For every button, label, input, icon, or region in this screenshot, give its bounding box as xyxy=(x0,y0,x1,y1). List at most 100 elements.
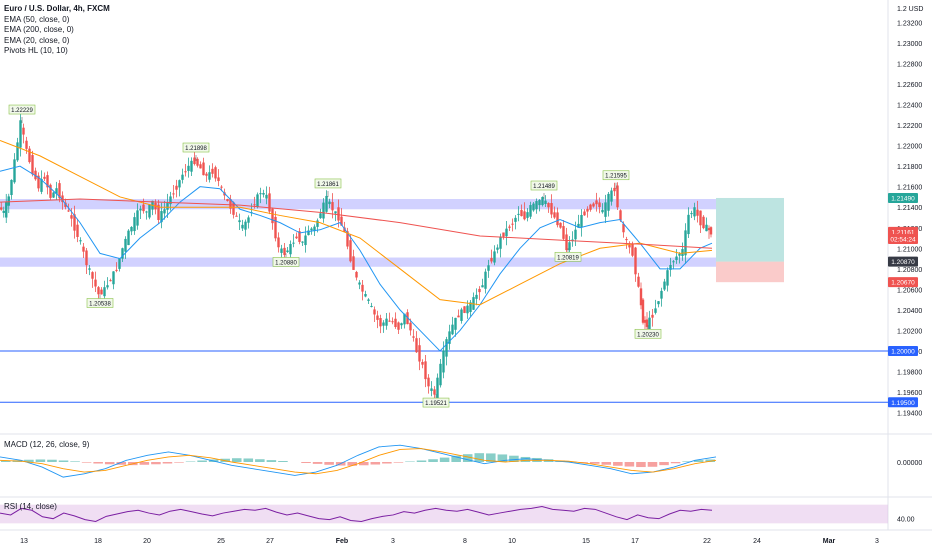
macd-histogram-bar xyxy=(301,462,311,464)
candle-up xyxy=(163,209,166,214)
indicator-ema200-label[interactable]: EMA (200, close, 0) xyxy=(4,25,74,34)
candle-down xyxy=(463,306,466,313)
time-tick-label: 24 xyxy=(753,538,761,545)
candle-up xyxy=(687,214,690,235)
candle-down xyxy=(616,185,619,208)
candle-down xyxy=(184,171,187,173)
candle-up xyxy=(475,294,478,299)
candle-up xyxy=(133,217,136,232)
candle-up xyxy=(657,301,660,305)
macd-histogram-bar xyxy=(151,462,161,465)
candle-down xyxy=(115,269,118,271)
macd-histogram-bar xyxy=(185,461,196,462)
candle-up xyxy=(238,220,241,223)
candle-up xyxy=(607,193,610,211)
price-tick-label: 1.21800 xyxy=(897,164,922,171)
candle-down xyxy=(523,211,526,220)
indicator-pivots-label[interactable]: Pivots HL (10, 10) xyxy=(4,46,68,55)
candle-down xyxy=(418,345,421,362)
pivot-label-box xyxy=(272,257,300,267)
candle-up xyxy=(16,142,19,161)
macd-histogram-bar xyxy=(104,462,115,465)
candle-down xyxy=(298,231,301,242)
candle-up xyxy=(544,200,547,204)
candle-up xyxy=(385,318,388,326)
candle-down xyxy=(172,193,175,195)
candle-down xyxy=(70,215,73,219)
candle-down xyxy=(637,276,640,287)
candle-up xyxy=(88,268,91,270)
price-axis-top-label: 1.2 USD xyxy=(897,6,923,13)
pivot-label-box xyxy=(602,170,630,181)
macd-tick-label: 0.00000 xyxy=(897,460,922,467)
indicator-ema50-label[interactable]: EMA (50, close, 0) xyxy=(4,14,70,24)
candle-up xyxy=(660,290,663,299)
macd-histogram-bar xyxy=(93,462,103,464)
pivot-label: 1.21861 xyxy=(317,182,339,188)
candle-down xyxy=(547,202,550,208)
candle-up xyxy=(526,212,529,218)
price-tick-label: 1.19600 xyxy=(897,390,922,397)
candle-down xyxy=(277,237,280,248)
pivot-label-box xyxy=(634,328,662,339)
candle-down xyxy=(355,271,358,278)
candle-down xyxy=(352,256,355,270)
candle-down xyxy=(232,202,235,215)
candle-up xyxy=(469,302,472,313)
candle-down xyxy=(73,214,76,231)
candle-down xyxy=(622,223,625,233)
candle-up xyxy=(280,248,283,253)
candle-down xyxy=(651,314,654,318)
rsi-title[interactable]: RSI (14, close) xyxy=(4,502,57,511)
candle-down xyxy=(0,207,3,210)
pivot-label: 1.20819 xyxy=(557,255,579,261)
candle-up xyxy=(325,195,328,212)
candle-down xyxy=(49,184,52,198)
price-tag-label: 1.20000 xyxy=(891,348,915,355)
candle-up xyxy=(669,264,672,270)
pivot-label-box xyxy=(422,397,450,408)
pivot-label-box xyxy=(314,178,342,189)
candle-up xyxy=(505,228,508,237)
candle-down xyxy=(583,211,586,216)
candle-down xyxy=(94,279,97,287)
candle-up xyxy=(112,271,115,285)
candle-up xyxy=(304,235,307,246)
macd-histogram-bar xyxy=(255,459,265,462)
candle-up xyxy=(693,207,696,217)
candle-down xyxy=(142,204,145,212)
candle-down xyxy=(274,216,277,239)
pivot-label: 1.20880 xyxy=(275,260,297,266)
time-tick-label: Mar xyxy=(823,538,836,545)
candle-down xyxy=(205,173,208,176)
candle-down xyxy=(193,157,196,165)
symbol-title[interactable]: Euro / U.S. Dollar, 4h, FXCM xyxy=(4,4,110,13)
candle-up xyxy=(79,240,82,242)
main-legend: Euro / U.S. Dollar, 4h, FXCM EMA (50, cl… xyxy=(4,4,110,57)
time-tick-label: 10 xyxy=(508,538,516,545)
candle-down xyxy=(34,170,37,180)
macd-histogram-bar xyxy=(624,462,635,467)
candle-down xyxy=(550,203,553,215)
price-tick-label: 1.20600 xyxy=(897,287,922,294)
candle-down xyxy=(349,240,352,262)
pivot-label-box xyxy=(554,251,582,262)
price-tick-label: 1.19800 xyxy=(897,369,922,376)
candle-down xyxy=(502,232,505,237)
candle-down xyxy=(37,175,40,189)
candle-up xyxy=(493,251,496,263)
candle-down xyxy=(562,226,565,239)
candle-up xyxy=(118,258,121,269)
price-tick-label: 1.22000 xyxy=(897,144,922,151)
time-tick-label: 15 xyxy=(582,538,590,545)
indicator-ema20-label[interactable]: EMA (20, close, 0) xyxy=(4,35,70,45)
pivot-label: 1.21898 xyxy=(185,146,207,152)
macd-histogram-bar xyxy=(497,454,508,462)
pivot-label: 1.19521 xyxy=(425,401,447,407)
candle-down xyxy=(628,244,631,248)
candle-down xyxy=(643,320,647,323)
candle-down xyxy=(709,227,713,235)
macd-title[interactable]: MACD (12, 26, close, 9) xyxy=(4,440,90,449)
